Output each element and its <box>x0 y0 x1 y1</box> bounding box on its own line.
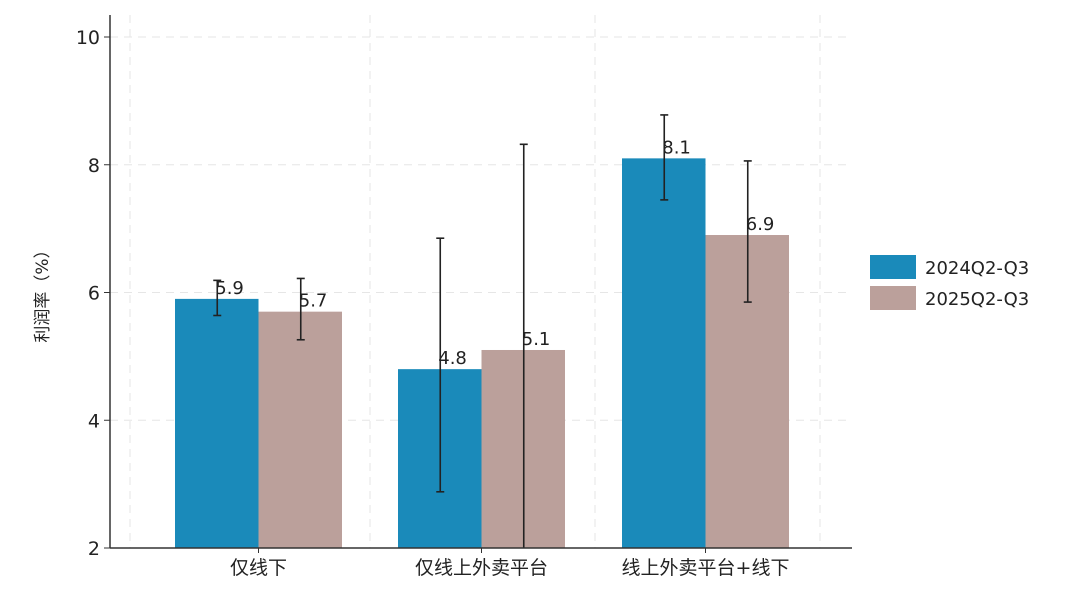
data-label: 5.9 <box>215 278 244 299</box>
y-tick-label: 10 <box>76 27 100 49</box>
y-tick-label: 4 <box>88 410 100 432</box>
legend-swatch <box>870 286 916 310</box>
data-label: 5.7 <box>299 291 328 312</box>
x-tick-label: 仅线下 <box>230 557 287 579</box>
legend-label: 2024Q2-Q3 <box>925 258 1029 279</box>
bar <box>258 311 342 548</box>
bar <box>175 298 259 548</box>
error-bars <box>213 114 752 548</box>
legend: 2024Q2-Q3 2025Q2-Q3 <box>870 255 1029 310</box>
legend-swatch <box>870 255 916 279</box>
data-label: 5.1 <box>522 329 551 350</box>
axes: 2 4 6 8 10 仅线下 仅线上外卖平台 线上外卖平台+线下 <box>76 15 852 579</box>
y-tick-label: 6 <box>88 283 100 305</box>
data-labels: 5.9 4.8 8.1 5.7 5.1 6.9 <box>215 137 774 369</box>
legend-label: 2025Q2-Q3 <box>925 289 1029 310</box>
data-label: 6.9 <box>746 214 775 235</box>
y-tick-label: 8 <box>88 155 100 177</box>
data-label: 4.8 <box>438 348 467 369</box>
x-tick-label: 线上外卖平台+线下 <box>622 557 790 579</box>
y-axis-label: 利润率（%） <box>33 241 53 342</box>
bars <box>175 158 789 549</box>
bar <box>622 158 706 549</box>
data-label: 8.1 <box>662 137 691 158</box>
y-tick-label: 2 <box>88 538 100 560</box>
x-tick-label: 仅线上外卖平台 <box>415 557 548 579</box>
